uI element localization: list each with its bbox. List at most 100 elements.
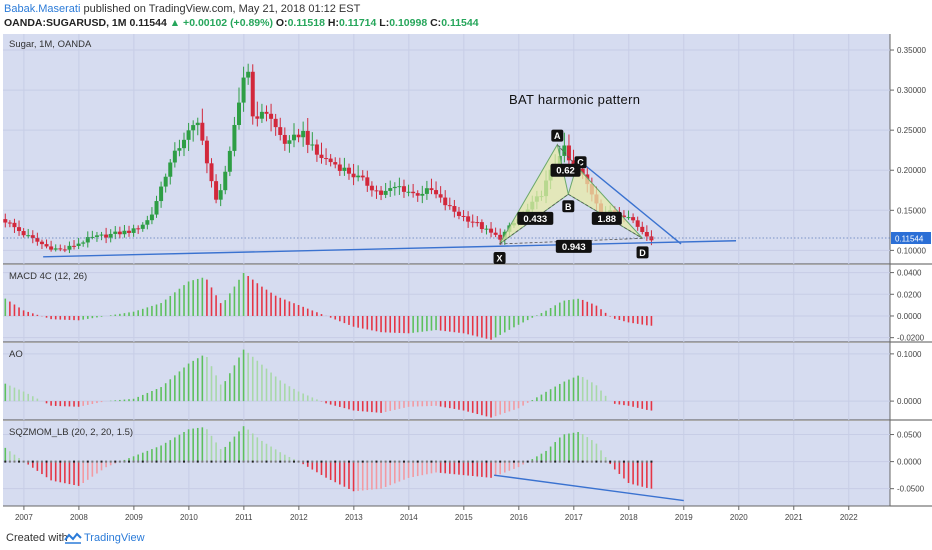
candle-body-72 bbox=[333, 162, 338, 165]
candle-body-106 bbox=[489, 228, 494, 233]
squeeze-dot-96 bbox=[444, 460, 447, 463]
candle-body-13 bbox=[62, 249, 67, 251]
support-trendline bbox=[43, 240, 737, 258]
squeeze-dot-80 bbox=[370, 460, 373, 463]
candle-body-107 bbox=[493, 232, 498, 235]
squeeze-dot-126 bbox=[581, 460, 584, 463]
squeeze-dot-78 bbox=[361, 460, 364, 463]
candle-body-75 bbox=[346, 167, 351, 174]
candle-body-81 bbox=[374, 190, 379, 192]
ind-2-title: SQZMOM_LB (20, 2, 20, 1.5) bbox=[9, 427, 133, 438]
squeeze-dot-16 bbox=[77, 460, 80, 463]
chart-area[interactable]: 0.35000 0.30000 0.25000 0.20000 0.15000 0.100… bbox=[0, 34, 932, 526]
candle-body-15 bbox=[72, 245, 77, 247]
candle-body-76 bbox=[351, 173, 356, 178]
time-tick-label-3: 2010 bbox=[180, 513, 198, 522]
price-tick-label-0: 0.35000 bbox=[897, 46, 926, 55]
squeeze-dot-8 bbox=[40, 460, 43, 463]
squeeze-dot-66 bbox=[306, 460, 309, 463]
candle-body-22 bbox=[104, 234, 109, 238]
pattern-ratio-label-2: 1.88 bbox=[598, 214, 617, 225]
panel-1-bg bbox=[3, 265, 890, 342]
candle-body-17 bbox=[81, 242, 86, 244]
tradingview-brand[interactable]: TradingView bbox=[84, 532, 145, 544]
squeeze-dot-6 bbox=[31, 460, 34, 463]
squeeze-dot-39 bbox=[183, 460, 186, 463]
low-value: 0.10998 bbox=[389, 17, 428, 29]
pattern-ratio-box-1 bbox=[550, 163, 581, 177]
squeeze-dot-87 bbox=[402, 460, 405, 463]
squeeze-dot-95 bbox=[439, 460, 442, 463]
time-tick-label-11: 2018 bbox=[620, 513, 638, 522]
squeeze-dot-85 bbox=[393, 460, 396, 463]
squeeze-dot-132 bbox=[609, 460, 612, 463]
price-tick-label-3: 0.20000 bbox=[897, 166, 926, 175]
squeeze-dot-60 bbox=[279, 460, 282, 463]
squeeze-dot-15 bbox=[73, 460, 76, 463]
squeeze-dot-25 bbox=[118, 460, 121, 463]
squeeze-dot-41 bbox=[192, 460, 195, 463]
squeeze-dot-73 bbox=[338, 460, 341, 463]
squeeze-dot-83 bbox=[384, 460, 387, 463]
candle-body-47 bbox=[218, 190, 223, 200]
candle-body-61 bbox=[282, 134, 287, 144]
candle-body-136 bbox=[626, 217, 631, 219]
squeeze-dot-123 bbox=[567, 460, 570, 463]
candle-body-28 bbox=[131, 228, 136, 233]
squeeze-dot-65 bbox=[302, 460, 305, 463]
ind-0-title: MACD 4C (12, 26) bbox=[9, 271, 87, 282]
price-panel: 0.35000 0.30000 0.25000 0.20000 0.15000 0.100… bbox=[3, 39, 931, 264]
candle-body-73 bbox=[337, 164, 342, 171]
candle-body-140 bbox=[644, 232, 649, 237]
candle-body-60 bbox=[278, 127, 283, 135]
time-tick-label-15: 2022 bbox=[840, 513, 858, 522]
tradingview-logo-icon bbox=[64, 532, 82, 544]
candle-body-10 bbox=[49, 246, 54, 250]
squeeze-dot-136 bbox=[627, 460, 630, 463]
squeeze-dot-64 bbox=[297, 460, 300, 463]
candle-body-2 bbox=[12, 222, 17, 228]
squeeze-dot-137 bbox=[632, 460, 635, 463]
squeeze-dot-23 bbox=[109, 460, 112, 463]
high-value: 0.11714 bbox=[338, 17, 377, 29]
squeeze-dot-62 bbox=[288, 460, 291, 463]
last-price: 0.11544 bbox=[129, 17, 167, 29]
candle-body-96 bbox=[443, 197, 448, 206]
squeeze-dot-44 bbox=[205, 460, 208, 463]
squeeze-dot-92 bbox=[425, 460, 428, 463]
squeeze-dot-120 bbox=[554, 460, 557, 463]
squeeze-dot-27 bbox=[128, 460, 131, 463]
indicator-panel-ao: 0.1000 0.0000 AO bbox=[3, 349, 922, 418]
squeeze-dot-97 bbox=[448, 460, 451, 463]
squeeze-dot-88 bbox=[407, 460, 410, 463]
squeeze-dot-4 bbox=[22, 460, 25, 463]
squeeze-dot-117 bbox=[540, 460, 543, 463]
candle-body-52 bbox=[241, 77, 246, 103]
time-tick-label-4: 2011 bbox=[235, 513, 253, 522]
time-tick-label-1: 2008 bbox=[70, 513, 88, 522]
candle-body-33 bbox=[154, 201, 159, 215]
time-tick-label-8: 2015 bbox=[455, 513, 473, 522]
panel-0-bg bbox=[3, 34, 890, 264]
candle-body-11 bbox=[53, 248, 58, 250]
squeeze-dot-90 bbox=[416, 460, 419, 463]
indicator-panel-macd: 0.0400 0.0200 0.0000 -0.0200 MACD 4C (12, 26… bbox=[3, 269, 925, 343]
candle-body-123 bbox=[566, 145, 571, 161]
candle-body-91 bbox=[420, 193, 425, 196]
momentum-trendline bbox=[493, 474, 684, 502]
squeeze-dot-75 bbox=[347, 460, 350, 463]
candle-body-56 bbox=[259, 111, 264, 119]
high-label: H: bbox=[327, 17, 339, 29]
squeeze-dot-10 bbox=[50, 460, 53, 463]
squeeze-dot-93 bbox=[430, 460, 433, 463]
candle-body-137 bbox=[631, 217, 636, 221]
candle-body-100 bbox=[461, 215, 466, 217]
squeeze-dot-100 bbox=[462, 460, 465, 463]
price-change: ▲ +0.00102 (+0.89%) bbox=[169, 17, 273, 29]
candle-body-70 bbox=[324, 158, 329, 160]
ohlc-line: OANDA:SUGARUSD, 1M 0.11544 ▲ +0.00102 (+… bbox=[4, 17, 479, 29]
candle-body-16 bbox=[76, 243, 81, 246]
author-link[interactable]: Babak.Maserati bbox=[4, 3, 81, 15]
candle-body-138 bbox=[635, 220, 640, 227]
price-tick-label-4: 0.15000 bbox=[897, 206, 926, 215]
